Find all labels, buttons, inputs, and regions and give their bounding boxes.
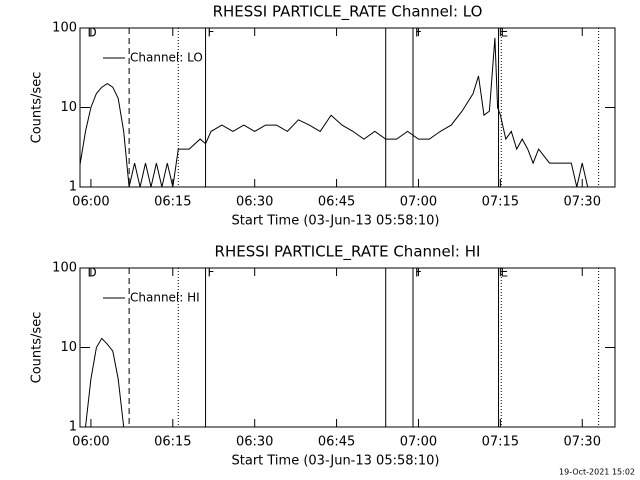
y-axis-label: Counts/sec [30, 72, 45, 144]
x-axis-label: Start Time (03-Jun-13 05:58:10) [232, 214, 440, 229]
event-label: F [415, 266, 422, 280]
x-tick-label: 06:00 [72, 195, 109, 210]
x-tick-label: 06:00 [72, 435, 109, 450]
x-tick-label: 06:30 [236, 435, 273, 450]
x-tick-label: 07:00 [400, 195, 437, 210]
y-tick-label: 100 [52, 261, 77, 276]
x-tick-label: 07:00 [400, 435, 437, 450]
y-tick-label: 10 [60, 340, 77, 355]
event-label: F [415, 26, 422, 40]
chart-title: RHESSI PARTICLE_RATE Channel: HI [215, 243, 481, 262]
y-tick-label: 1 [69, 420, 77, 435]
x-tick-label: 06:45 [318, 435, 355, 450]
x-tick-label: 07:30 [564, 435, 601, 450]
legend-label: Channel: HI [130, 291, 200, 305]
y-axis-label: Counts/sec [30, 312, 45, 384]
legend-label: Channel: LO [130, 51, 203, 65]
event-label: D [87, 266, 96, 280]
x-tick-label: 06:15 [154, 435, 191, 450]
event-label: F [208, 266, 215, 280]
event-label: D [87, 26, 96, 40]
data-line [79, 37, 589, 188]
x-tick-label: 06:30 [236, 195, 273, 210]
x-tick-label: 07:15 [482, 195, 519, 210]
footer: 19-Oct-2021 15:02 [559, 468, 635, 477]
x-tick-label: 07:30 [564, 195, 601, 210]
x-tick-label: 06:45 [318, 195, 355, 210]
y-tick-label: 100 [52, 21, 77, 36]
event-label: E [501, 26, 509, 40]
data-line [85, 337, 125, 428]
event-label: F [208, 26, 215, 40]
event-label: E [501, 266, 509, 280]
chart-title: RHESSI PARTICLE_RATE Channel: LO [213, 3, 483, 22]
x-tick-label: 07:15 [482, 435, 519, 450]
y-tick-label: 10 [60, 100, 77, 115]
y-tick-label: 1 [69, 180, 77, 195]
x-tick-label: 06:15 [154, 195, 191, 210]
x-axis-label: Start Time (03-Jun-13 05:58:10) [232, 454, 440, 469]
